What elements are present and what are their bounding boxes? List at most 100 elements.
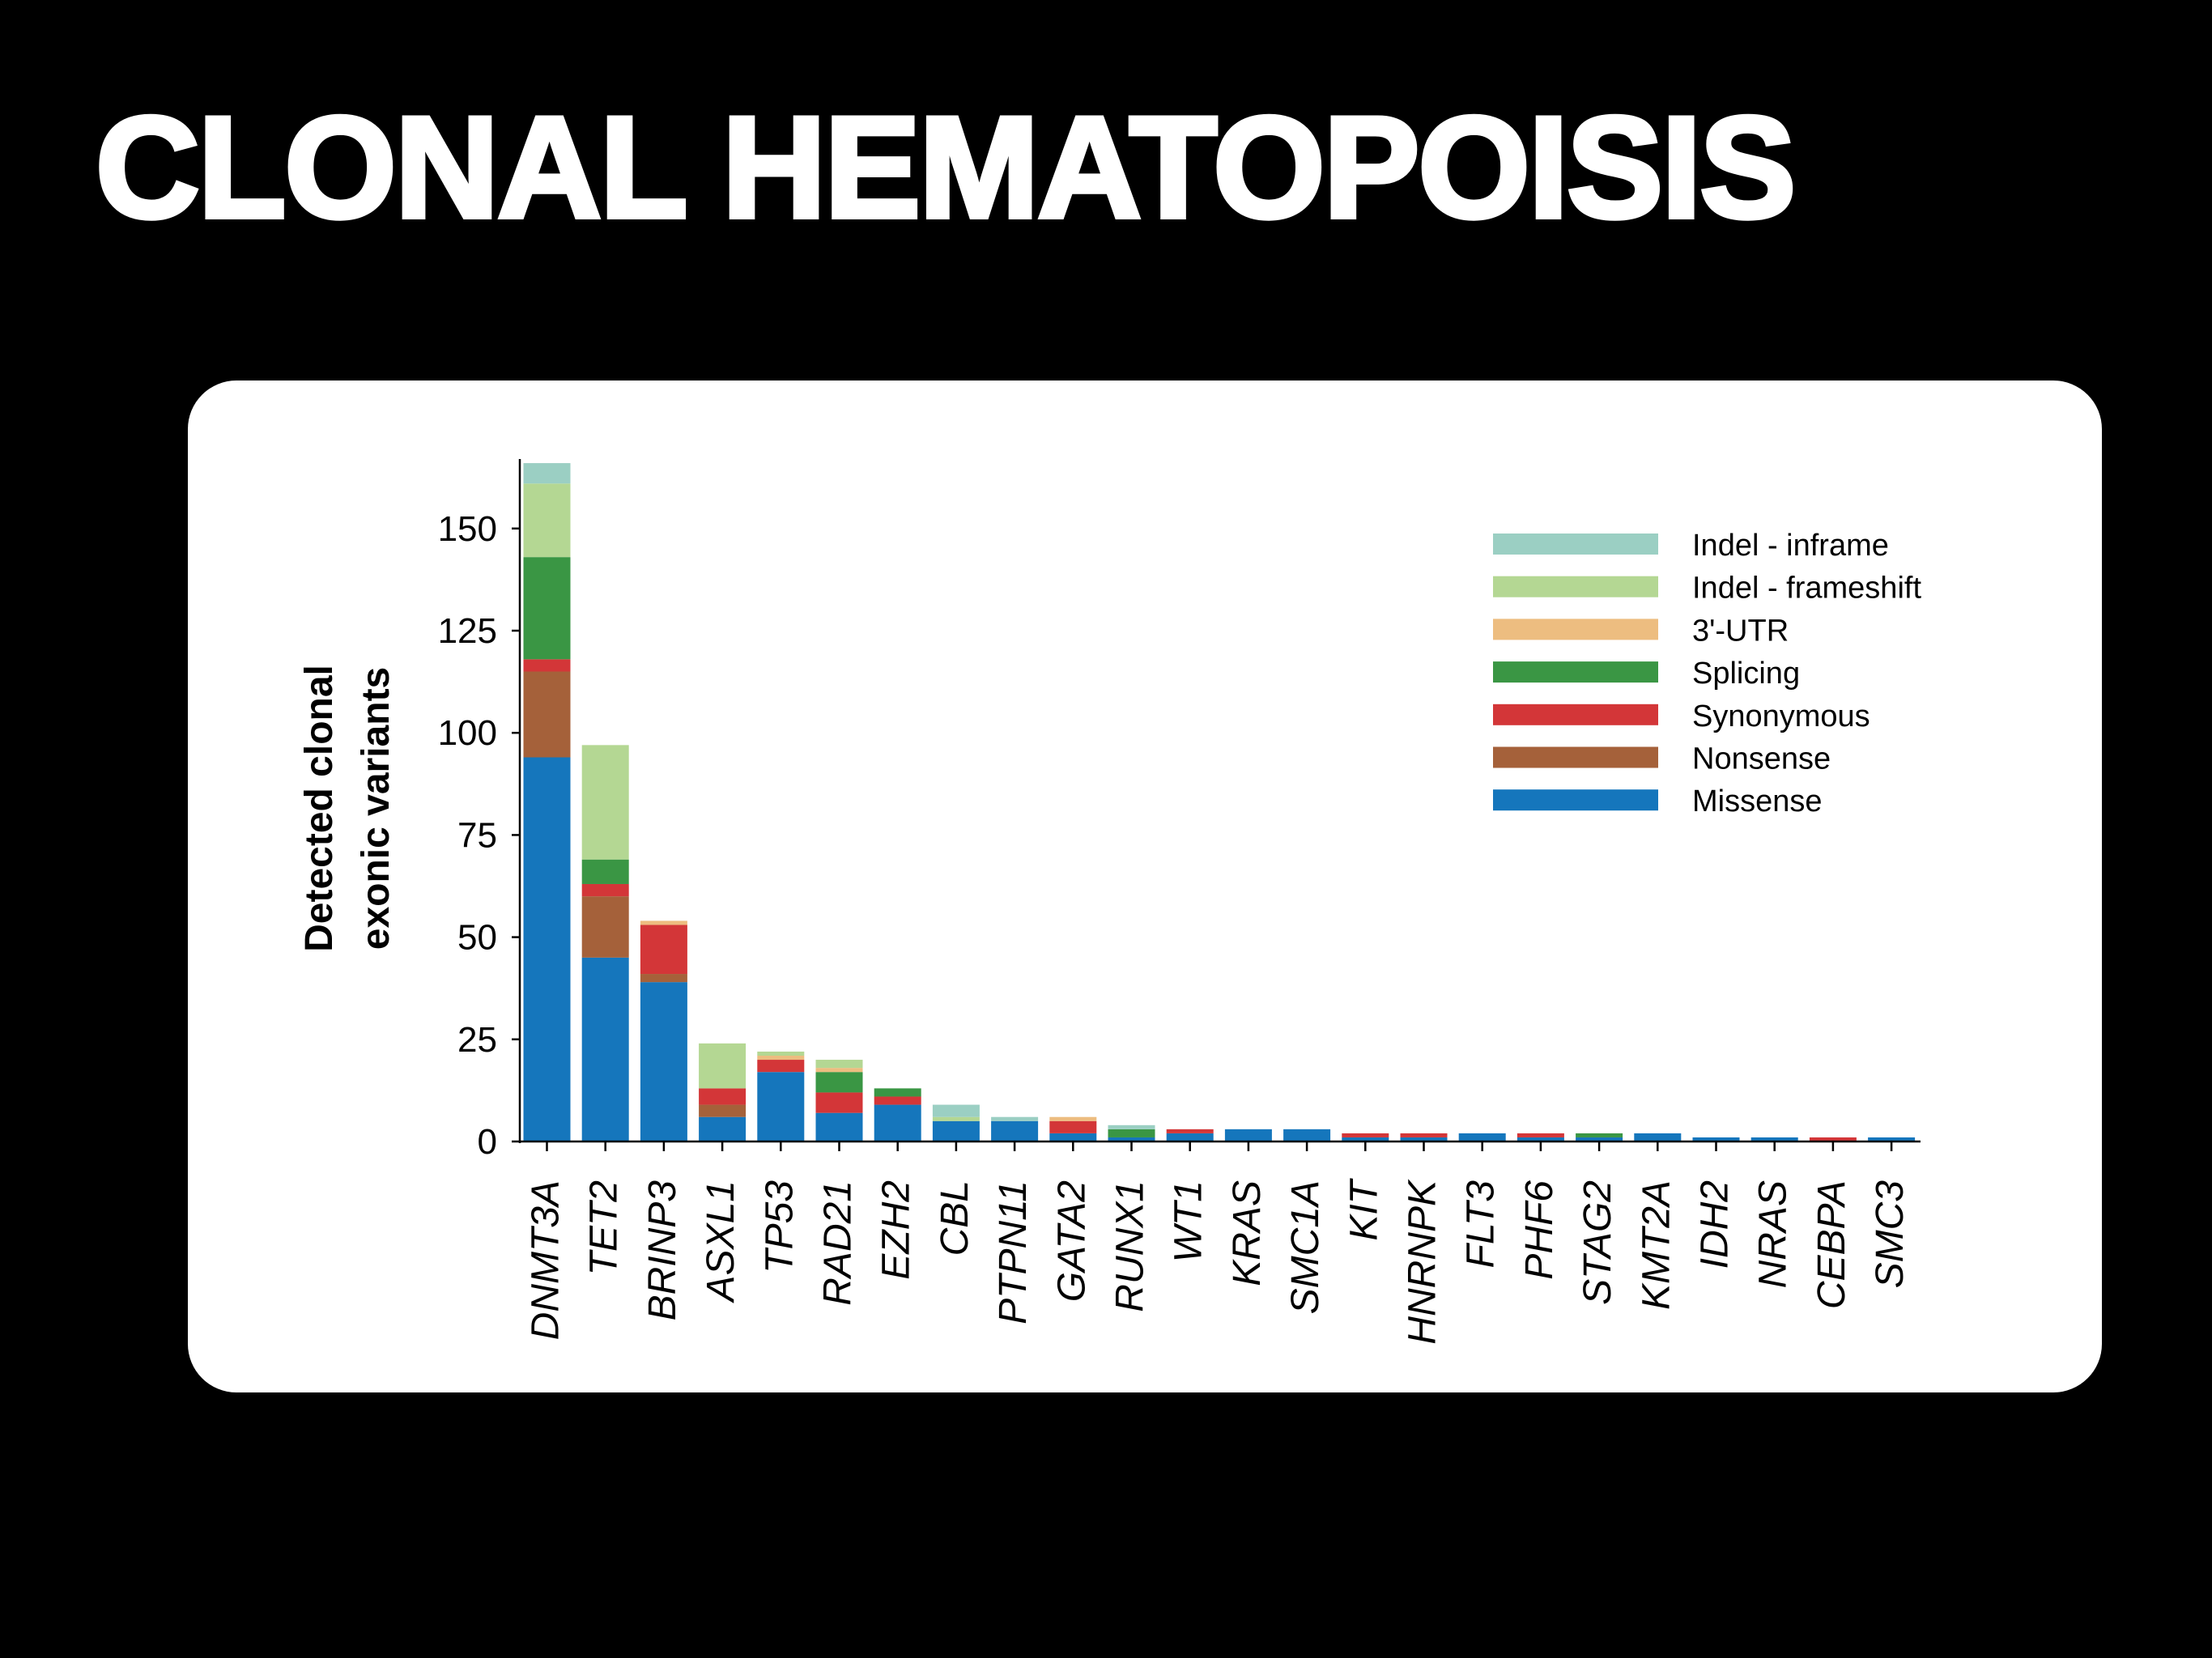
bar-dnmt3a-indel-inframe xyxy=(523,463,571,484)
bar-rad21-splicing xyxy=(815,1072,863,1093)
bar-asxl1-indel-frameshift xyxy=(699,1043,747,1089)
bar-flt3-missense xyxy=(1458,1133,1506,1141)
x-tick-label-asxl1: ASXL1 xyxy=(700,1180,742,1303)
bar-runx1-indel-inframe xyxy=(1108,1124,1155,1129)
x-tick-label-gata2: GATA2 xyxy=(1050,1180,1093,1302)
bar-smc3-missense xyxy=(1868,1137,1916,1141)
bar-asxl1-synonymous xyxy=(699,1088,747,1105)
bar-dnmt3a-indel-frameshift xyxy=(523,483,571,558)
bar-kit-synonymous xyxy=(1342,1133,1389,1137)
bar-runx1-splicing xyxy=(1108,1129,1155,1137)
bar-phf6-missense xyxy=(1516,1137,1564,1141)
bar-dnmt3a-synonymous xyxy=(523,659,571,672)
x-tick-label-hnrnpk: HNRNPK xyxy=(1402,1179,1444,1345)
bar-ptpn11-missense xyxy=(991,1120,1039,1141)
x-tick-label-smc3: SMC3 xyxy=(1869,1180,1912,1289)
bar-tp53-missense xyxy=(757,1072,805,1141)
y-axis-title-line-2: exonic variants xyxy=(355,667,398,950)
x-tick-label-wt1: WT1 xyxy=(1168,1180,1210,1262)
bar-wt1-synonymous xyxy=(1166,1129,1214,1133)
bar-smc1a-missense xyxy=(1283,1129,1331,1141)
bar-nras-missense xyxy=(1750,1137,1798,1141)
bar-tet2-splicing xyxy=(581,859,629,884)
bar-rad21-synonymous xyxy=(815,1092,863,1113)
legend-swatch-3-utr xyxy=(1493,619,1658,640)
x-tick-label-kit: KIT xyxy=(1342,1177,1385,1240)
legend-label-3-utr: 3'-UTR xyxy=(1692,614,1789,648)
axes-group: 0 25 50 75 100 125 150 DNMT3A TET2 BRINP3 ASXL1 TP5… xyxy=(298,459,1921,1345)
x-tick-label-nras: NRAS xyxy=(1752,1180,1795,1288)
bar-ptpn11-indel-inframe xyxy=(991,1116,1039,1121)
bar-ezh2-splicing xyxy=(874,1088,921,1097)
x-tick-label-kmt2a: KMT2A xyxy=(1635,1180,1678,1310)
legend-swatch-splicing xyxy=(1493,661,1658,683)
bar-cbl-indel-inframe xyxy=(932,1104,980,1117)
legend: Indel - inframe Indel - frameshift 3'-UTR S… xyxy=(1493,529,1921,818)
x-tick-label-runx1: RUNX1 xyxy=(1109,1180,1152,1312)
bar-wt1-missense xyxy=(1166,1133,1214,1141)
bar-tet2-nonsense xyxy=(581,896,629,958)
bar-tp53-3-utr xyxy=(757,1055,805,1061)
bar-cbl-missense xyxy=(932,1120,980,1141)
bar-hnrnpk-missense xyxy=(1400,1137,1448,1141)
bar-ezh2-missense xyxy=(874,1104,921,1141)
bars-group xyxy=(523,463,1916,1141)
legend-label-splicing: Splicing xyxy=(1692,657,1800,691)
bar-cebpa-synonymous xyxy=(1809,1137,1857,1141)
x-tick-label-stag2: STAG2 xyxy=(1576,1180,1619,1305)
legend-swatch-indel-inframe xyxy=(1493,534,1658,555)
bar-kmt2a-missense xyxy=(1634,1133,1682,1141)
legend-label-indel-inframe: Indel - inframe xyxy=(1692,529,1889,563)
legend-swatch-synonymous xyxy=(1493,704,1658,725)
y-tick-label: 0 xyxy=(478,1122,497,1162)
x-tick-label-kras: KRAS xyxy=(1226,1180,1269,1286)
bar-brinp3-synonymous xyxy=(640,925,687,975)
x-tick-label-brinp3: BRINP3 xyxy=(641,1180,684,1321)
bar-tet2-indel-frameshift xyxy=(581,745,629,860)
bar-dnmt3a-missense xyxy=(523,757,571,1141)
bar-stag2-missense xyxy=(1576,1137,1623,1141)
legend-swatch-missense xyxy=(1493,789,1658,811)
bar-brinp3-missense xyxy=(640,982,687,1141)
bar-hnrnpk-synonymous xyxy=(1400,1133,1448,1137)
bar-rad21-3-utr xyxy=(815,1068,863,1073)
legend-label-nonsense: Nonsense xyxy=(1692,742,1831,776)
x-tick-label-ezh2: EZH2 xyxy=(875,1180,918,1280)
x-tick-label-cebpa: CEBPA xyxy=(1810,1180,1853,1309)
bar-tet2-missense xyxy=(581,957,629,1141)
y-axis-title-line-1: Detected clonal xyxy=(298,665,341,952)
legend-label-synonymous: Synonymous xyxy=(1692,699,1870,733)
x-tick-label-smc1a: SMC1A xyxy=(1284,1180,1327,1314)
x-tick-label-dnmt3a: DNMT3A xyxy=(525,1180,568,1340)
legend-swatch-indel-frameshift xyxy=(1493,576,1658,597)
bar-runx1-missense xyxy=(1108,1137,1155,1141)
x-tick-label-idh2: IDH2 xyxy=(1694,1180,1737,1269)
bar-rad21-indel-frameshift xyxy=(815,1060,863,1069)
bar-gata2-synonymous xyxy=(1049,1120,1097,1133)
page-title: CLONAL HEMATOPOISIS xyxy=(93,87,1798,248)
x-tick-label-flt3: FLT3 xyxy=(1460,1180,1503,1269)
bar-dnmt3a-nonsense xyxy=(523,671,571,758)
y-tick-label: 25 xyxy=(457,1020,497,1060)
bar-tp53-indel-frameshift xyxy=(757,1051,805,1056)
bar-asxl1-nonsense xyxy=(699,1104,747,1117)
x-tick-label-tp53: TP53 xyxy=(758,1180,801,1273)
y-tick-label: 50 xyxy=(457,918,497,958)
bar-asxl1-missense xyxy=(699,1116,747,1141)
bar-brinp3-3-utr xyxy=(640,920,687,925)
legend-swatch-nonsense xyxy=(1493,746,1658,768)
bar-brinp3-nonsense xyxy=(640,974,687,983)
bar-cbl-indel-frameshift xyxy=(932,1116,980,1121)
bar-kras-missense xyxy=(1224,1129,1272,1141)
x-tick-label-ptpn11: PTPN11 xyxy=(992,1180,1035,1324)
y-tick-label: 150 xyxy=(438,509,497,549)
bar-kit-missense xyxy=(1342,1137,1389,1141)
chart-card: 0 25 50 75 100 125 150 DNMT3A TET2 BRINP3 ASXL1 TP5… xyxy=(188,380,2102,1392)
bar-tet2-synonymous xyxy=(581,883,629,897)
bar-idh2-missense xyxy=(1692,1137,1740,1141)
bar-tp53-synonymous xyxy=(757,1060,805,1073)
stacked-bar-chart: 0 25 50 75 100 125 150 DNMT3A TET2 BRINP3 ASXL1 TP5… xyxy=(298,459,1921,1345)
y-tick-label: 100 xyxy=(438,713,497,753)
legend-label-indel-frameshift: Indel - frameshift xyxy=(1692,572,1921,606)
bar-stag2-splicing xyxy=(1576,1133,1623,1137)
